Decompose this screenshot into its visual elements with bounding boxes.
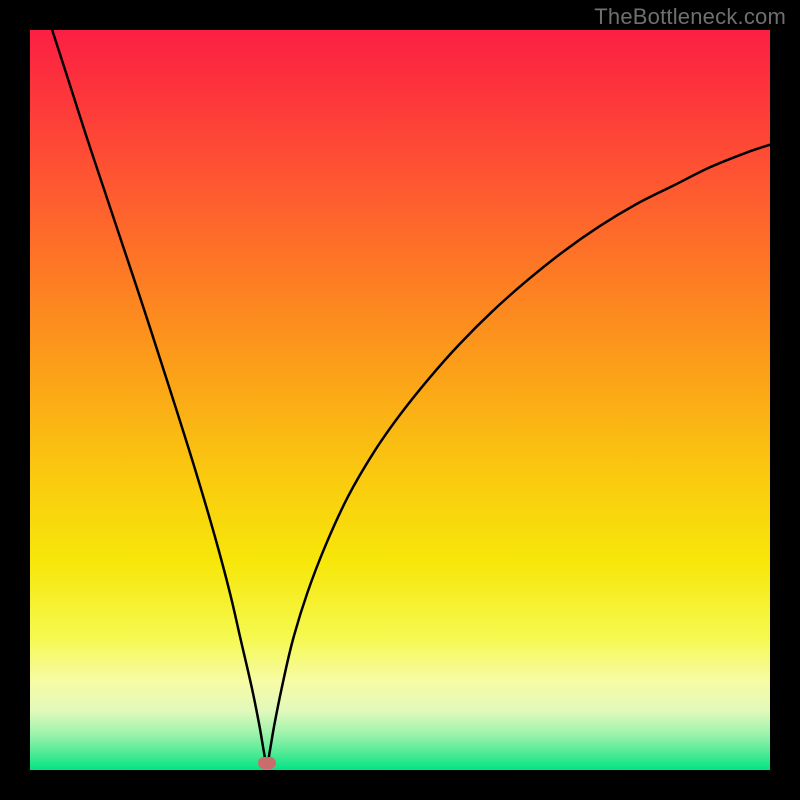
watermark-text: TheBottleneck.com — [594, 4, 786, 30]
chart-container: { "watermark": { "text": "TheBottleneck.… — [0, 0, 800, 800]
min-marker — [258, 757, 276, 769]
markers-layer — [30, 30, 770, 770]
plot-area — [30, 30, 770, 770]
